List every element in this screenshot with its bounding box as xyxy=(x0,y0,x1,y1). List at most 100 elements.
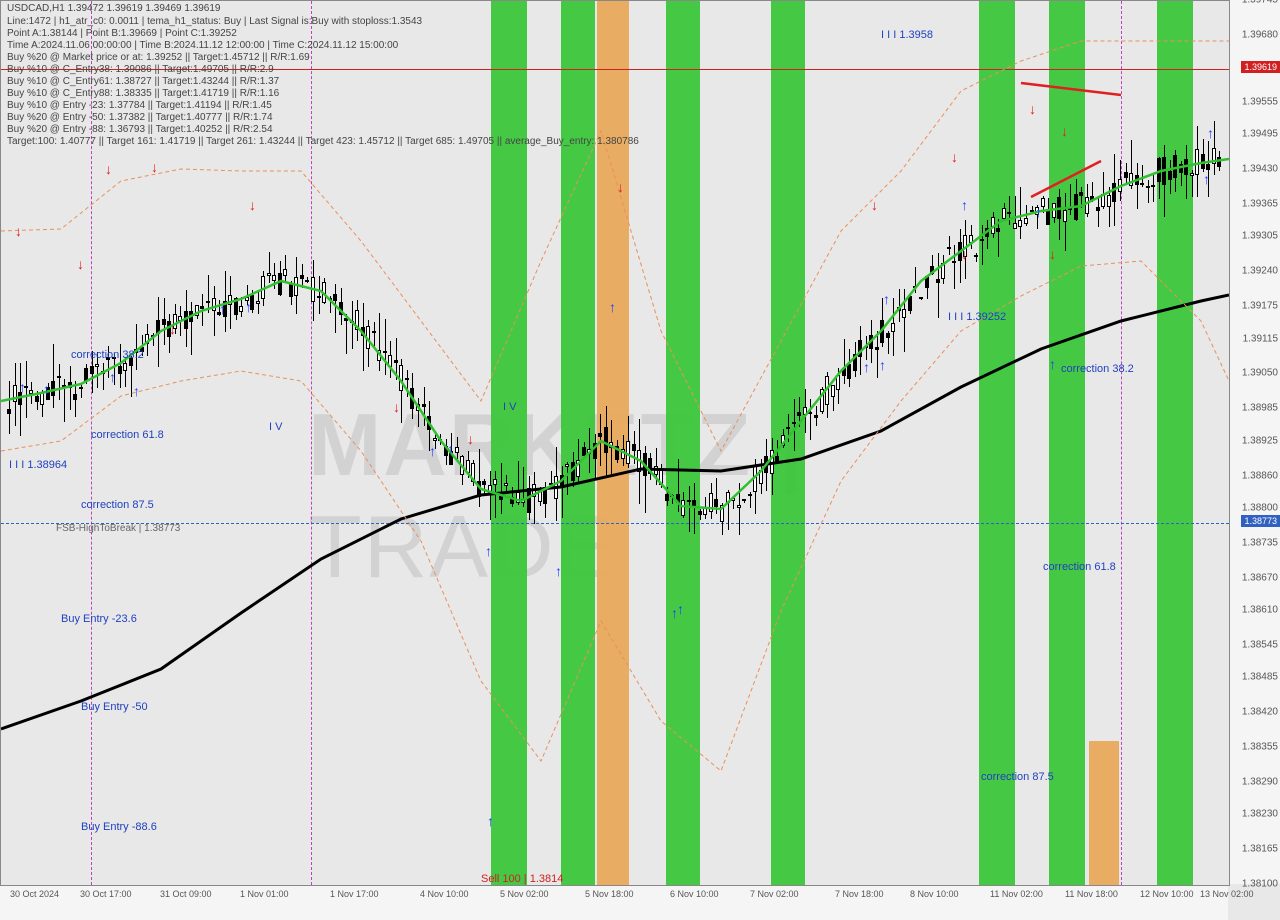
green-zone xyxy=(666,1,700,885)
arrow-up-icon: ↑ xyxy=(879,357,886,373)
y-axis: 1.397451.396801.396191.395551.394951.394… xyxy=(1229,0,1280,884)
arrow-down-icon: ↓ xyxy=(1029,101,1036,117)
arrow-up-icon: ↑ xyxy=(1207,125,1214,141)
chart-area[interactable]: MARKETZ | TRADE ↑↑↑↑↑↑↑↑↑↑↑↑↑↑↑↑↑↑↑↑↑↑↓↓… xyxy=(0,0,1230,886)
arrow-down-icon: ↓ xyxy=(105,161,112,177)
price-marker: 1.39619 xyxy=(1241,61,1280,73)
x-tick: 5 Nov 18:00 xyxy=(585,889,634,899)
arrow-down-icon: ↓ xyxy=(151,159,158,175)
y-tick: 1.39115 xyxy=(1243,333,1278,344)
blue-label: Buy Entry -23.6 xyxy=(61,613,137,625)
v-line xyxy=(311,1,312,885)
y-tick: 1.38485 xyxy=(1242,672,1278,683)
arrow-up-icon: ↑ xyxy=(109,369,116,385)
arrow-up-icon: ↑ xyxy=(447,441,454,457)
info-line: Buy %10 @ C_Entry61: 1.38727 || Target:1… xyxy=(7,76,279,87)
x-tick: 30 Oct 2024 xyxy=(10,889,59,899)
y-tick: 1.38670 xyxy=(1242,572,1278,583)
x-tick: 30 Oct 17:00 xyxy=(80,889,132,899)
blue-label: correction 87.5 xyxy=(81,499,154,511)
orange-zone xyxy=(1089,741,1119,885)
arrow-down-icon: ↓ xyxy=(15,223,22,239)
arrow-down-icon: ↓ xyxy=(1049,246,1056,262)
green-zone xyxy=(979,1,1015,885)
y-tick: 1.38800 xyxy=(1242,502,1278,513)
info-line: Buy %10 @ C_Entry88: 1.38335 || Target:1… xyxy=(7,88,279,99)
blue-label: correction 87.5 xyxy=(981,771,1054,783)
x-tick: 5 Nov 02:00 xyxy=(500,889,549,899)
y-tick: 1.38230 xyxy=(1242,809,1278,820)
y-tick: 1.39175 xyxy=(1242,301,1278,312)
blue-label: I V xyxy=(503,401,516,413)
blue-label: correction 38.2 xyxy=(1061,363,1134,375)
arrow-up-icon: ↑ xyxy=(485,543,492,559)
x-axis: 30 Oct 2024 30 Oct 17:00 31 Oct 09:00 1 Nov… xyxy=(0,885,1228,920)
arrow-down-icon: ↓ xyxy=(77,256,84,272)
arrow-down-icon: ↓ xyxy=(951,149,958,165)
arrow-up-icon: ↑ xyxy=(219,301,226,317)
y-tick: 1.39745 xyxy=(1242,0,1278,6)
chart-container: MARKETZ | TRADE ↑↑↑↑↑↑↑↑↑↑↑↑↑↑↑↑↑↑↑↑↑↑↓↓… xyxy=(0,0,1280,920)
x-tick: 7 Nov 18:00 xyxy=(835,889,884,899)
arrow-down-icon: ↓ xyxy=(961,246,968,262)
y-tick: 1.38925 xyxy=(1242,435,1278,446)
y-tick: 1.38610 xyxy=(1242,604,1278,615)
green-zone xyxy=(491,1,527,885)
y-tick: 1.39555 xyxy=(1242,97,1278,108)
info-line: Buy %10 @ Entry -23: 1.37784 || Target:1… xyxy=(7,100,272,111)
x-tick: 31 Oct 09:00 xyxy=(160,889,212,899)
gray-label: FSB-HighToBreak | 1.38773 xyxy=(56,523,180,534)
arrow-down-icon: ↓ xyxy=(393,399,400,415)
info-line: Point A:1.38144 | Point B:1.39669 | Poin… xyxy=(7,28,237,39)
arrow-down-icon: ↓ xyxy=(617,179,624,195)
blue-label: correction 61.8 xyxy=(1043,561,1116,573)
x-tick: 4 Nov 10:00 xyxy=(420,889,469,899)
blue-label: correction 38.2 xyxy=(71,349,144,361)
arrow-up-icon: ↑ xyxy=(1203,171,1210,187)
arrow-up-icon: ↑ xyxy=(609,299,616,315)
v-line xyxy=(1121,1,1122,885)
chart-title: USDCAD,H1 1.39472 1.39619 1.39469 1.3961… xyxy=(7,3,221,14)
blue-label: Buy Entry -50 xyxy=(81,701,148,713)
y-tick: 1.38290 xyxy=(1242,776,1278,787)
y-tick: 1.38420 xyxy=(1242,707,1278,718)
x-tick: 12 Nov 10:00 xyxy=(1140,889,1194,899)
y-tick: 1.38355 xyxy=(1242,741,1278,752)
y-tick: 1.39305 xyxy=(1242,231,1278,242)
y-tick: 1.38985 xyxy=(1242,403,1278,414)
green-zone xyxy=(771,1,805,885)
x-tick: 1 Nov 17:00 xyxy=(330,889,379,899)
arrow-up-icon: ↑ xyxy=(1049,356,1056,372)
arrow-up-icon: ↑ xyxy=(43,381,50,397)
x-tick: 8 Nov 10:00 xyxy=(910,889,959,899)
y-tick: 1.38165 xyxy=(1242,844,1278,855)
x-tick: 1 Nov 01:00 xyxy=(240,889,289,899)
arrow-up-icon: ↑ xyxy=(429,443,436,459)
info-line: Target:100: 1.40777 || Target 161: 1.417… xyxy=(7,136,639,147)
arrow-down-icon: ↓ xyxy=(249,197,256,213)
arrow-up-icon: ↑ xyxy=(883,291,890,307)
arrow-down-icon: ↓ xyxy=(467,431,474,447)
info-line: Buy %20 @ Entry -50: 1.37382 || Target:1… xyxy=(7,112,273,123)
x-tick: 11 Nov 02:00 xyxy=(990,889,1043,899)
red-label: Sell 100 | 1.3814 xyxy=(481,873,563,885)
arrow-up-icon: ↑ xyxy=(1035,204,1042,220)
y-tick: 1.38545 xyxy=(1242,639,1278,650)
y-tick: 1.38100 xyxy=(1242,879,1278,890)
arrow-up-icon: ↑ xyxy=(555,563,562,579)
price-marker: 1.38773 xyxy=(1241,515,1280,527)
arrow-up-icon: ↑ xyxy=(863,359,870,375)
arrow-up-icon: ↑ xyxy=(487,813,494,829)
x-tick: 13 Nov 02:00 xyxy=(1200,889,1254,899)
x-tick: 7 Nov 02:00 xyxy=(750,889,799,899)
arrow-down-icon: ↓ xyxy=(169,321,176,337)
info-line: Line:1472 | h1_atr_c0: 0.0011 | tema_h1_… xyxy=(7,16,422,27)
y-tick: 1.39680 xyxy=(1242,29,1278,40)
blue-label: correction 61.8 xyxy=(91,429,164,441)
info-line: Buy %20 @ Entry -88: 1.36793 || Target:1… xyxy=(7,124,273,135)
arrow-up-icon: ↑ xyxy=(677,601,684,617)
y-tick: 1.39430 xyxy=(1242,164,1278,175)
x-tick: 11 Nov 18:00 xyxy=(1065,889,1118,899)
y-tick: 1.39050 xyxy=(1242,368,1278,379)
info-line: Buy %20 @ Market price or at: 1.39252 ||… xyxy=(7,52,310,63)
